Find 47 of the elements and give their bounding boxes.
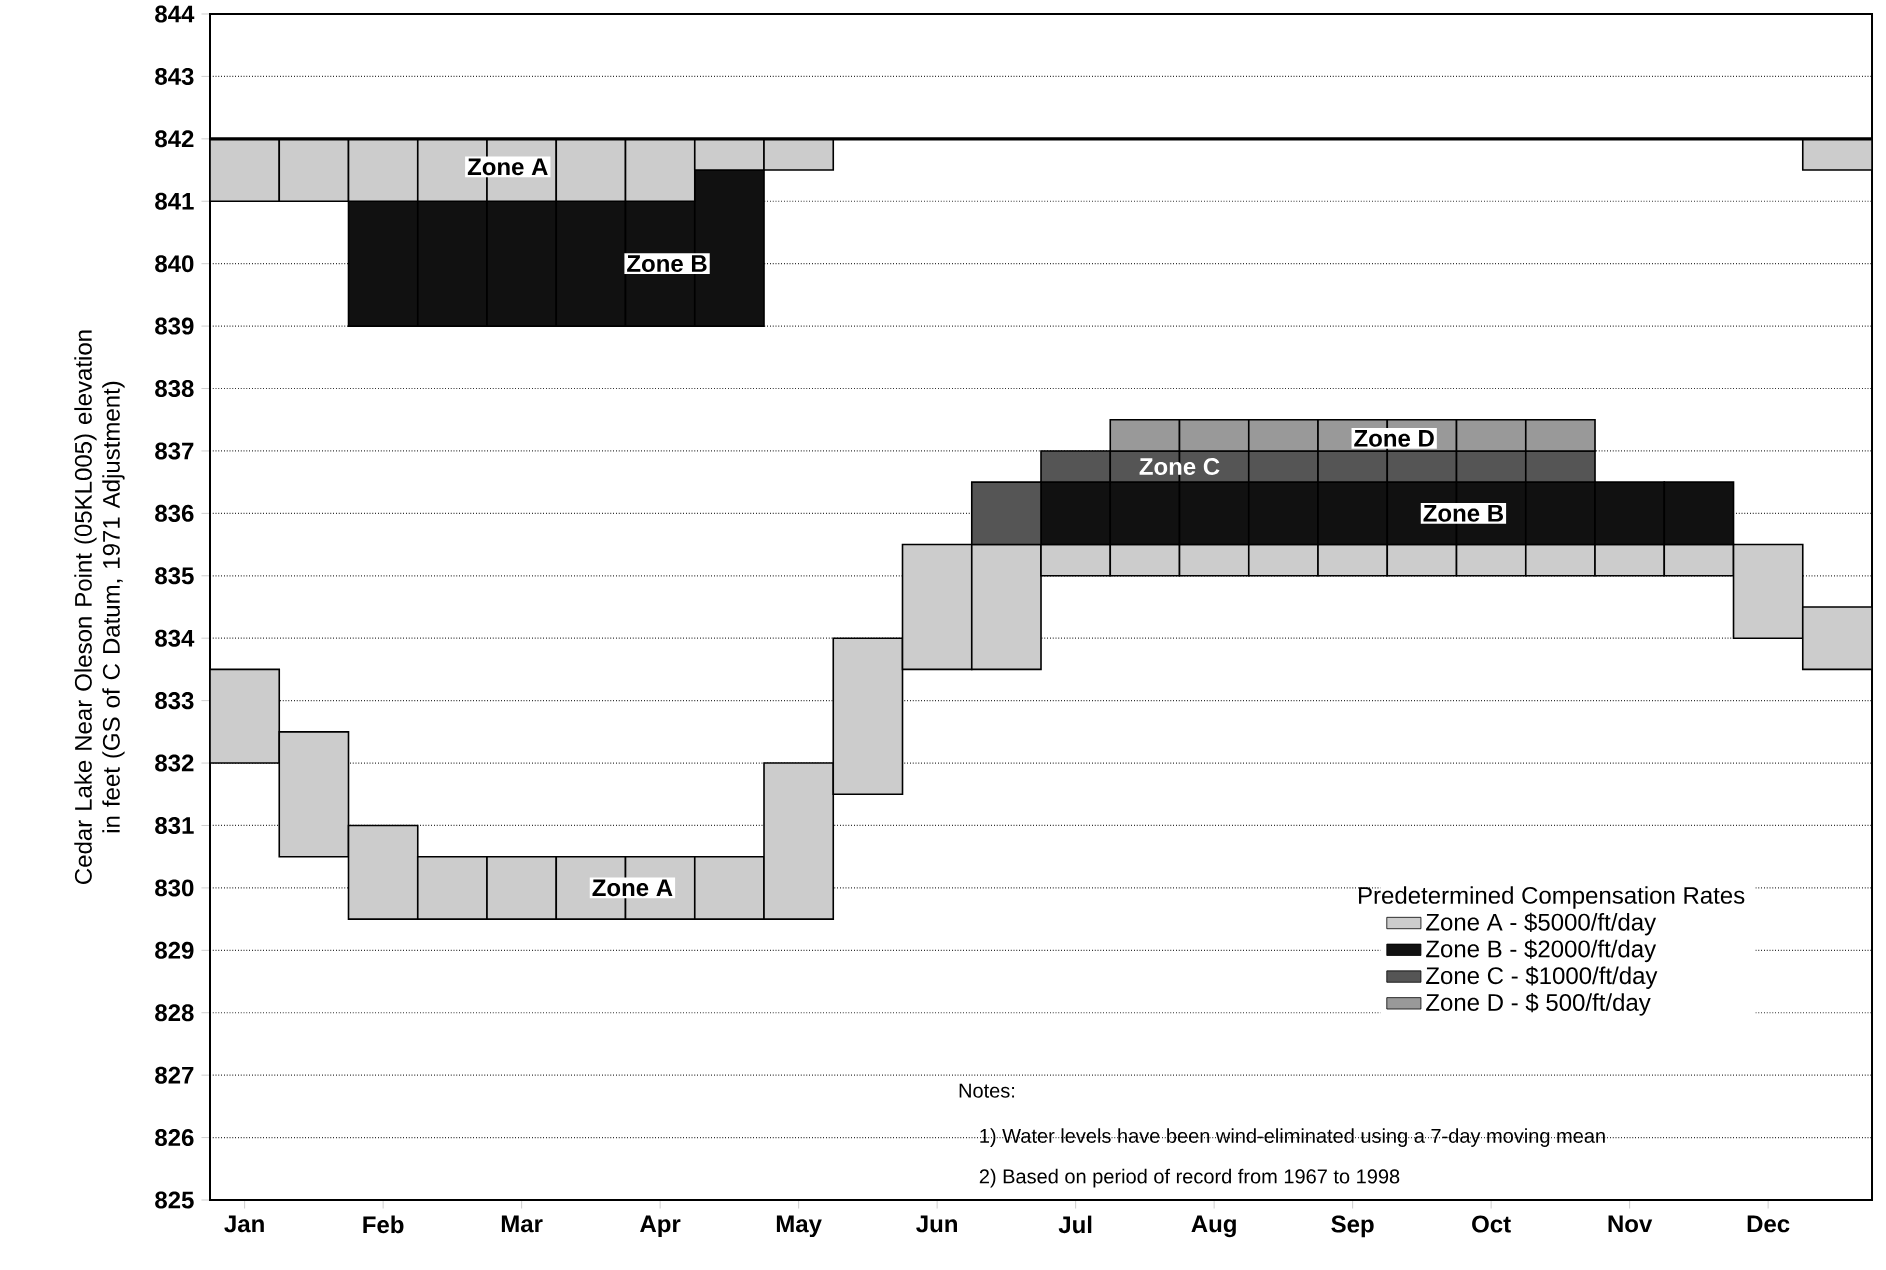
y-tick-label: 834 bbox=[155, 629, 195, 647]
x-tick-label: Mar bbox=[501, 1215, 543, 1233]
y-tick-label: 828 bbox=[155, 1004, 194, 1022]
y-tick-label: 826 bbox=[155, 1129, 194, 1147]
y-tick-label: 837 bbox=[155, 442, 194, 460]
x-tick-label: Sep bbox=[1331, 1215, 1374, 1238]
legend-label: Zone C - $1000/ft/day bbox=[1426, 966, 1658, 989]
y-tick-label: 840 bbox=[155, 255, 194, 273]
legend-title: Predetermined Compensation Rates bbox=[1359, 886, 1745, 909]
annotation: Zone A bbox=[467, 158, 548, 176]
x-tick-label: Jan bbox=[224, 1215, 264, 1233]
y-tick-label: 831 bbox=[155, 816, 194, 834]
x-tick-label: Jun bbox=[916, 1215, 957, 1233]
x-tick-label: Nov bbox=[1608, 1215, 1653, 1233]
y-tick-label: 836 bbox=[155, 504, 194, 522]
x-tick-label: Jul bbox=[1058, 1215, 1092, 1234]
x-tick-label: Dec bbox=[1747, 1215, 1790, 1233]
annotation: Zone C bbox=[1139, 458, 1220, 476]
x-tick-label: Apr bbox=[640, 1215, 681, 1238]
legend-label: Zone A - $5000/ft/day bbox=[1426, 912, 1657, 936]
x-tick-label: Aug bbox=[1191, 1215, 1236, 1238]
legend-label: Zone D - $ 500/ft/day bbox=[1426, 992, 1651, 1016]
annotation: Zone D bbox=[1354, 430, 1434, 447]
x-tick-label: May bbox=[776, 1215, 822, 1238]
annotation: Zone B bbox=[1423, 505, 1503, 522]
y-tick-label: 844 bbox=[155, 5, 195, 23]
x-tick-label: Feb bbox=[363, 1215, 404, 1234]
annotation: 2) Based on period of record from 1967 to 1998 bbox=[979, 1168, 1400, 1188]
y-tick-label: 842 bbox=[155, 130, 194, 148]
y-tick-label: 832 bbox=[155, 754, 194, 772]
x-tick-label: Oct bbox=[1472, 1215, 1511, 1233]
annotation: Zone B bbox=[627, 255, 707, 273]
y-axis-title: Cedar Lake Near Oleson Point (05KL005) elevation in feet (GS of C Datum, 1971 Adjustment) bbox=[74, 330, 125, 884]
y-tick-label: 827 bbox=[155, 1066, 194, 1084]
y-tick-label: 835 bbox=[155, 567, 194, 585]
y-tick-label: 841 bbox=[155, 192, 194, 210]
annotation: Zone A bbox=[592, 879, 673, 897]
annotation: Notes: bbox=[959, 1083, 1015, 1098]
legend-label: Zone B - $2000/ft/day bbox=[1426, 939, 1657, 963]
annotation: 1) Water levels have been wind-eliminated using a 7-day moving mean bbox=[980, 1128, 1605, 1147]
y-tick-label: 833 bbox=[155, 692, 194, 710]
y-tick-label: 829 bbox=[155, 941, 194, 959]
y-tick-label: 830 bbox=[155, 879, 194, 897]
y-tick-label: 843 bbox=[155, 67, 194, 85]
y-tick-label: 825 bbox=[155, 1191, 194, 1209]
y-tick-label: 838 bbox=[155, 380, 194, 398]
y-tick-label: 839 bbox=[155, 317, 194, 335]
